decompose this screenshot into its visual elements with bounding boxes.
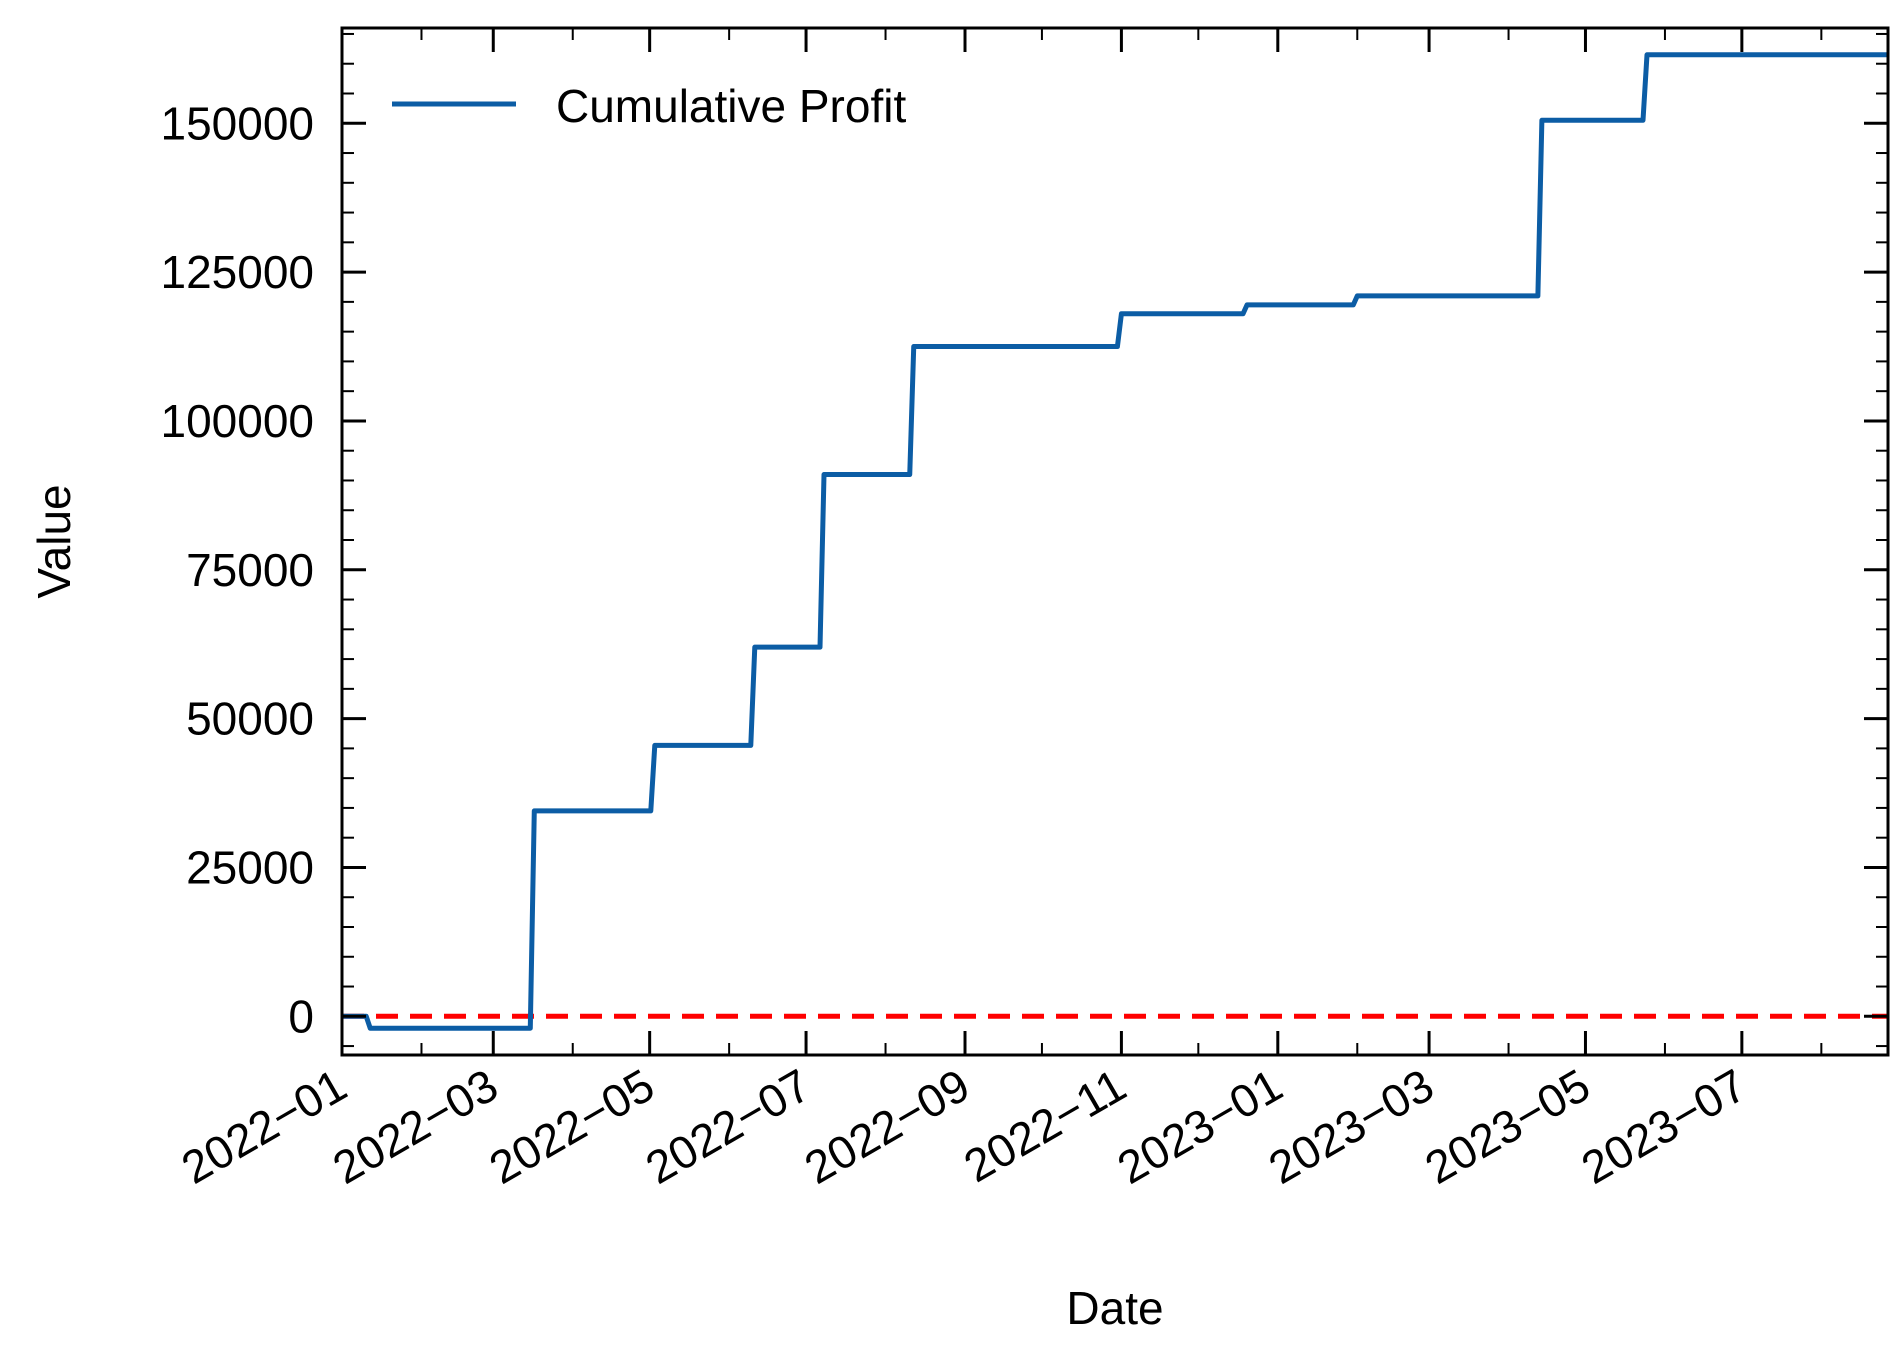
x-tick-label: 2022−11	[955, 1059, 1134, 1193]
x-tick-label: 2023−03	[1260, 1059, 1442, 1194]
axis-ticks	[340, 28, 1888, 1055]
y-tick-label: 100000	[161, 395, 315, 447]
plot-area	[342, 52, 1888, 1031]
y-tick-label: 75000	[186, 544, 314, 596]
x-tick-label: 2022−03	[324, 1059, 506, 1194]
x-tick-label: 2022−05	[480, 1059, 662, 1194]
x-tick-label: 2022−01	[173, 1059, 355, 1194]
legend: Cumulative Profit	[392, 80, 906, 132]
y-tick-label: 0	[288, 990, 314, 1042]
y-tick-label: 25000	[186, 841, 314, 893]
y-axis-label: Value	[28, 484, 80, 598]
x-tick-label: 2022−09	[796, 1059, 978, 1194]
series-line-cumulative-profit	[342, 52, 1888, 1031]
x-tick-label: 2023−01	[1109, 1059, 1291, 1194]
x-axis-label: Date	[1066, 1282, 1163, 1334]
x-tick-label: 2023−05	[1416, 1059, 1598, 1194]
legend-label-cumulative-profit: Cumulative Profit	[556, 80, 906, 132]
y-tick-label: 125000	[161, 246, 315, 298]
y-tick-label: 50000	[186, 693, 314, 745]
x-tick-label: 2023−07	[1573, 1059, 1755, 1194]
plot-frame	[340, 26, 1890, 1057]
y-tick-label: 150000	[161, 97, 315, 149]
x-tick-label: 2022−07	[637, 1059, 819, 1194]
